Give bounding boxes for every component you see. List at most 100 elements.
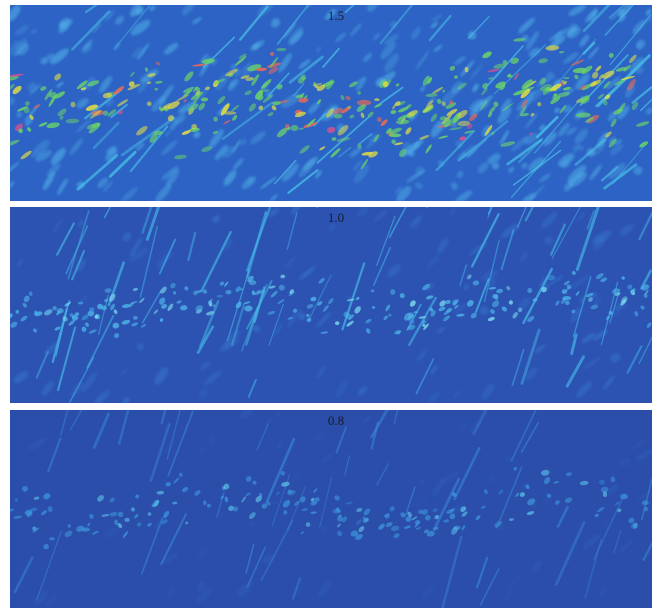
band-blob (373, 103, 383, 108)
band-blob (541, 286, 547, 293)
texture-blob (250, 40, 265, 51)
band-blob (248, 280, 257, 285)
texture-blob (525, 367, 538, 381)
texture-blob (40, 57, 48, 65)
texture-blob (440, 470, 460, 486)
band-blob (33, 104, 41, 109)
band-blob (599, 479, 605, 485)
texture-blob (105, 148, 118, 162)
texture-blob (407, 149, 415, 157)
band-blob (544, 477, 551, 485)
band-blob (542, 87, 550, 95)
band-blob (182, 86, 195, 93)
band-blob (423, 323, 429, 330)
band-blob (113, 309, 118, 315)
texture-blob (395, 186, 402, 195)
texture-blob (519, 251, 529, 262)
band-blob (181, 130, 191, 135)
texture-blob (335, 32, 346, 43)
streak (57, 326, 77, 392)
band-blob (469, 113, 478, 122)
texture-blob (76, 258, 87, 272)
texture-blob (575, 73, 590, 90)
streak (110, 103, 128, 119)
band-blob (287, 490, 296, 496)
texture-blob (479, 306, 489, 315)
texture-blob (290, 468, 302, 485)
streak (141, 207, 153, 235)
band-blob (510, 57, 519, 64)
band-blob (276, 84, 283, 90)
band-blob (28, 291, 33, 296)
band-blob (304, 95, 308, 99)
streak (158, 238, 176, 275)
band-blob (488, 287, 497, 290)
streak (379, 5, 414, 44)
band-blob (232, 115, 238, 121)
texture-blob (10, 181, 15, 190)
streak (613, 530, 622, 554)
texture-blob (204, 369, 223, 386)
texture-blob (349, 147, 362, 158)
band-blob (449, 513, 456, 520)
band-blob (68, 320, 75, 326)
texture-blob (28, 437, 47, 451)
texture-blob (129, 237, 143, 257)
texture-blob (454, 56, 466, 66)
band-blob (631, 101, 639, 110)
texture-blob (223, 238, 233, 251)
band-blob (201, 58, 215, 64)
band-blob (107, 109, 117, 117)
texture-blob (500, 98, 512, 113)
band-blob (310, 296, 317, 302)
band-blob (403, 525, 411, 529)
band-blob (109, 511, 118, 517)
band-blob (94, 314, 99, 319)
band-blob (293, 308, 298, 313)
texture-blob (135, 142, 145, 151)
band-blob (212, 304, 216, 308)
texture-blob (368, 133, 377, 143)
band-blob (620, 493, 628, 500)
texture-blob (137, 77, 150, 94)
band-blob (527, 315, 535, 323)
texture-blob (299, 428, 309, 435)
texture-blob (581, 333, 596, 344)
band-blob (23, 295, 30, 303)
band-blob (602, 70, 615, 79)
texture-blob (402, 142, 412, 151)
band-blob (484, 125, 493, 136)
band-blob (356, 519, 362, 526)
band-blob (48, 537, 55, 541)
band-blob (349, 114, 355, 119)
texture-blob (592, 230, 612, 244)
band-blob (161, 103, 172, 111)
band-blob (319, 146, 326, 151)
band-blob (430, 310, 436, 317)
band-blob (508, 300, 513, 305)
band-blob (262, 94, 273, 103)
band-blob (513, 89, 526, 96)
streak (260, 519, 294, 582)
texture-blob (635, 449, 652, 462)
texture-blob (161, 438, 177, 457)
texture-blob (250, 131, 266, 145)
streak (611, 144, 646, 185)
streak (479, 567, 500, 606)
band-blob (192, 63, 207, 67)
band-blob (97, 303, 103, 310)
band-blob (121, 304, 131, 309)
band-blob (513, 466, 517, 471)
texture-blob (193, 131, 201, 139)
texture-blob (136, 43, 150, 60)
band-blob (153, 309, 159, 315)
band-blob (408, 319, 415, 325)
streak (483, 45, 524, 90)
band-blob (54, 91, 65, 99)
texture-blob (528, 157, 545, 172)
band-blob (426, 295, 434, 300)
band-blob (213, 116, 218, 122)
texture-blob (565, 127, 578, 136)
band-blob (65, 118, 80, 124)
band-blob (481, 505, 486, 509)
